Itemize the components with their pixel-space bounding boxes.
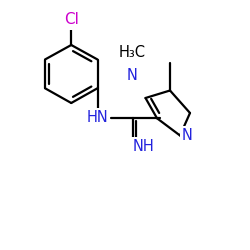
Text: N: N bbox=[182, 128, 193, 143]
Text: NH: NH bbox=[132, 139, 154, 154]
Text: H₃C: H₃C bbox=[119, 45, 146, 60]
Text: N: N bbox=[127, 68, 138, 82]
Text: Cl: Cl bbox=[64, 12, 79, 28]
Text: HN: HN bbox=[87, 110, 108, 125]
